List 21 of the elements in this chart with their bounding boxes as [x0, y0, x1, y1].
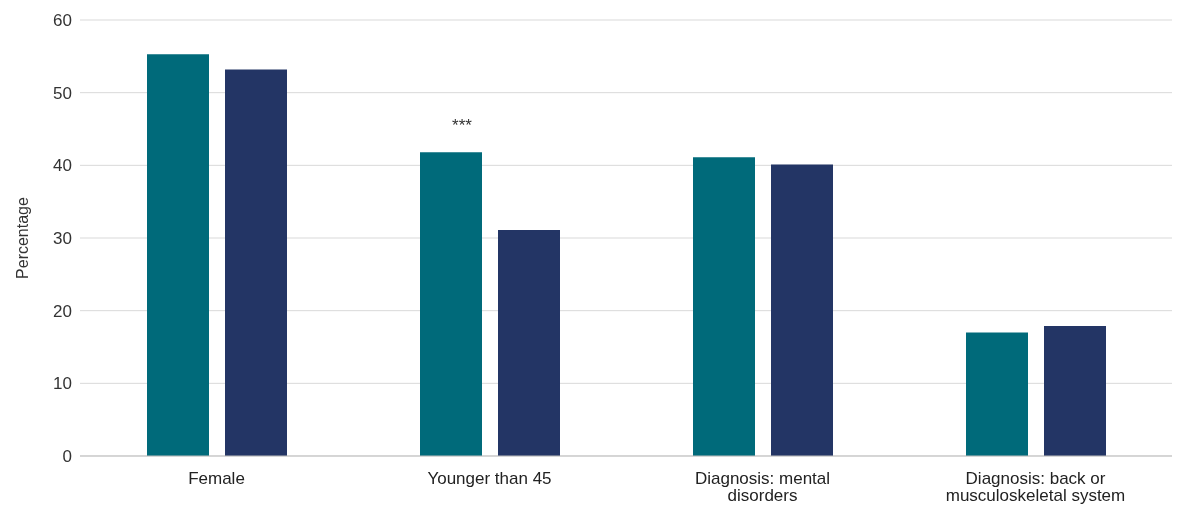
x-tick-label: Diagnosis: mental disorders — [694, 469, 831, 506]
annotation: *** — [451, 116, 473, 136]
bar — [693, 157, 755, 456]
y-tick-label: 0 — [62, 447, 72, 467]
x-tick-label: Diagnosis: back or musculoskeletal system — [945, 469, 1126, 506]
x-tick-label: Female — [188, 469, 245, 489]
y-tick-label: 40 — [53, 156, 72, 176]
bar — [498, 230, 560, 456]
x-tick-label: Younger than 45 — [427, 469, 552, 489]
y-tick-label: 20 — [53, 301, 72, 321]
y-tick-label: 50 — [53, 83, 72, 103]
bar — [420, 152, 482, 456]
bar — [771, 164, 833, 456]
y-tick-label: 30 — [53, 229, 72, 249]
bar — [966, 332, 1028, 456]
y-axis-title: Percentage — [13, 196, 31, 279]
y-tick-label: 60 — [53, 11, 72, 31]
y-tick-label: 10 — [53, 374, 72, 394]
bar — [1044, 325, 1106, 456]
bar — [147, 54, 209, 456]
bar — [225, 69, 287, 456]
